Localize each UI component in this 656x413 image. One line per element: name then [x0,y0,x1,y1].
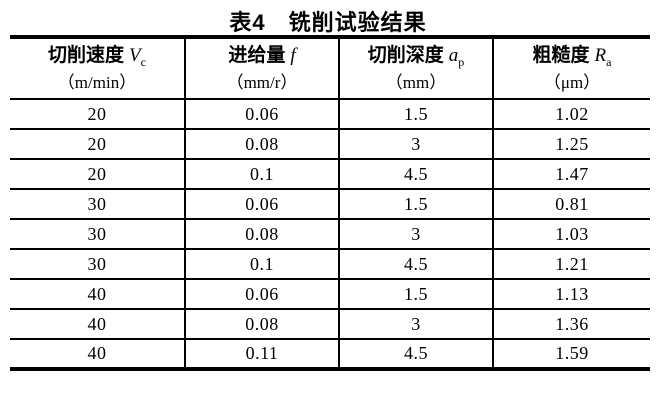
table-cell: 4.5 [338,158,493,189]
table-cell: 0.06 [184,278,339,309]
table-cell: 0.11 [184,338,339,369]
table-row: 40 0.08 3 1.36 [10,308,650,339]
table-cell: 1.5 [338,188,493,219]
table-cell: 30 [10,248,185,279]
table-row: 30 0.1 4.5 1.21 [10,248,650,279]
table-cell: 1.03 [492,218,650,249]
table-cell: 1.5 [338,98,493,129]
table-cell: 20 [10,98,185,129]
variable-symbol: Ra [594,44,612,69]
table-cell: 40 [10,308,185,339]
table-row: 20 0.06 1.5 1.02 [10,98,650,129]
table-row: 40 0.06 1.5 1.13 [10,278,650,309]
table-cell: 1.13 [492,278,650,309]
header-unit: （μm） [543,72,601,92]
header-label: 粗糙度 Ra [532,44,612,69]
header-label: 切削速度 Vc [48,44,146,69]
table-cell: 3 [338,128,493,159]
table-cell: 0.1 [184,248,339,279]
table-cell: 3 [338,218,493,249]
table-cell: 1.5 [338,278,493,309]
table-cell: 30 [10,188,185,219]
header-label: 进给量 f [228,44,296,66]
header-cutting-depth: 切削深度 ap （mm） [338,37,493,100]
header-cutting-speed: 切削速度 Vc （m/min） [10,37,185,100]
table-cell: 3 [338,308,493,339]
header-roughness: 粗糙度 Ra （μm） [492,37,650,100]
header-unit: （mm/r） [226,72,298,92]
header-unit: （m/min） [57,72,137,92]
table-cell: 1.25 [492,128,650,159]
table-cell: 40 [10,338,185,369]
table-cell: 0.08 [184,128,339,159]
header-row: 切削速度 Vc （m/min） 进给量 f （mm/r） 切削深度 ap （mm） 粗… [10,37,650,100]
table-row: 30 0.08 3 1.03 [10,218,650,249]
table-cell: 20 [10,128,185,159]
table-row: 30 0.06 1.5 0.81 [10,188,650,219]
table-cell: 4.5 [338,248,493,279]
table-cell: 0.06 [184,188,339,219]
table-cell: 1.36 [492,308,650,339]
table-cell: 0.06 [184,98,339,129]
table-cell: 1.21 [492,248,650,279]
table-cell: 1.47 [492,158,650,189]
header-label: 切削深度 ap [367,44,465,69]
table-cell: 4.5 [338,338,493,369]
header-unit: （mm） [385,72,447,92]
table-cell: 0.81 [492,188,650,219]
milling-results-table: 切削速度 Vc （m/min） 进给量 f （mm/r） 切削深度 ap （mm） 粗… [10,35,650,371]
table-row: 20 0.08 3 1.25 [10,128,650,159]
table-cell: 40 [10,278,185,309]
variable-symbol: ap [448,44,465,69]
table-cell: 20 [10,158,185,189]
table-cell: 0.1 [184,158,339,189]
variable-symbol: Vc [129,44,146,69]
table-cell: 1.02 [492,98,650,129]
table-cell: 0.08 [184,308,339,339]
table-cell: 0.08 [184,218,339,249]
variable-symbol: f [290,44,296,66]
table-row: 20 0.1 4.5 1.47 [10,158,650,189]
table-cell: 1.59 [492,338,650,369]
table-body: 20 0.06 1.5 1.02 20 0.08 3 1.25 20 0.1 4.5 1.47 30 0.… [10,98,650,369]
table-cell: 30 [10,218,185,249]
table-row: 40 0.11 4.5 1.59 [10,338,650,369]
table-title: 表4 铣削试验结果 [229,10,427,35]
header-feed-rate: 进给量 f （mm/r） [184,37,339,100]
